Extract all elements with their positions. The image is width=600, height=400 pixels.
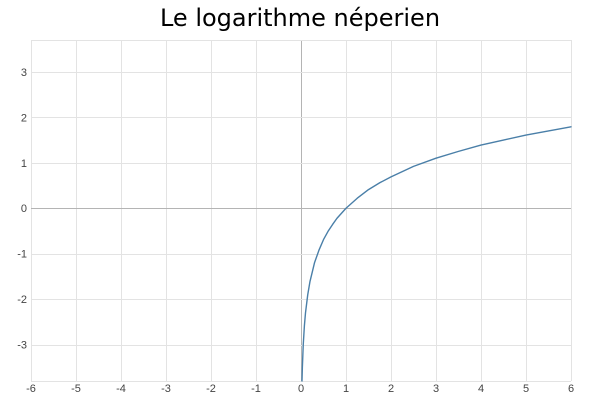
- x-tick-label: 5: [523, 383, 529, 395]
- x-tick-label: -3: [161, 383, 171, 395]
- x-tick-label: -6: [26, 383, 36, 395]
- y-tick-label: -3: [17, 340, 27, 352]
- y-tick-label: 3: [21, 67, 27, 79]
- x-tick-label: 2: [388, 383, 394, 395]
- y-tick-label: 2: [21, 112, 27, 124]
- y-tick-label: -2: [17, 294, 27, 306]
- y-tick-label: 0: [21, 203, 27, 215]
- x-tick-label: -1: [251, 383, 261, 395]
- x-tick-label: 0: [298, 383, 304, 395]
- x-tick-label: -4: [116, 383, 126, 395]
- x-tick-label: -5: [71, 383, 81, 395]
- x-tick-label: 6: [568, 383, 574, 395]
- x-tick-label: 3: [433, 383, 439, 395]
- y-tick-label: 1: [21, 158, 27, 170]
- chart-title: Le logarithme néperien: [159, 4, 441, 32]
- x-tick-label: 4: [478, 383, 484, 395]
- series-line: [301, 126, 572, 382]
- x-tick-label: 1: [343, 383, 349, 395]
- x-tick-label: -2: [206, 383, 216, 395]
- y-tick-label: -1: [17, 249, 27, 261]
